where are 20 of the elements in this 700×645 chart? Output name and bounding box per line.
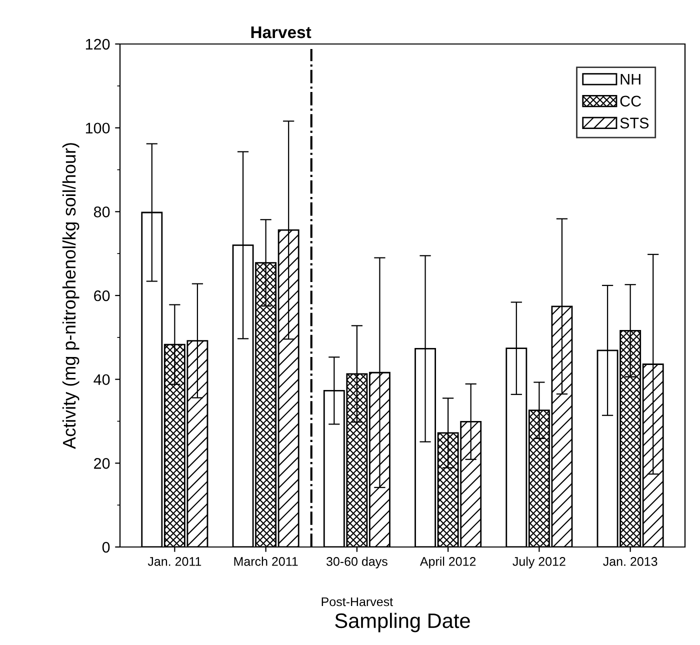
- y-tick-label: 80: [94, 206, 110, 218]
- y-tick-label: 120: [86, 38, 110, 50]
- x-tick-label: 30-60 days: [326, 556, 388, 568]
- text: Post-Harvest: [322, 597, 393, 606]
- legend-label: NH: [620, 74, 640, 85]
- y-axis-title: Activity (mg p-nitrophenol/kg soil/hour): [62, 143, 80, 449]
- legend-label: CC: [620, 96, 642, 107]
- y-tick-label: 100: [86, 122, 110, 134]
- y-tick-label: 20: [94, 458, 110, 469]
- x-tick-label: July 2012: [512, 556, 566, 568]
- y-tick-label: 60: [94, 290, 110, 302]
- y-tick-label: 40: [94, 374, 110, 386]
- legend-label: STS: [620, 118, 649, 128]
- x-axis-title: Sampling Date: [335, 612, 470, 632]
- x-tick-label: Jan. 2013: [603, 557, 658, 566]
- x-tick-label: April 2012: [420, 556, 476, 568]
- x-tick-label: Jan. 2011: [148, 557, 202, 566]
- x-tick-label: March 2011: [234, 556, 298, 566]
- text: Harvest: [251, 26, 312, 38]
- y-tick-label: 0: [102, 542, 110, 553]
